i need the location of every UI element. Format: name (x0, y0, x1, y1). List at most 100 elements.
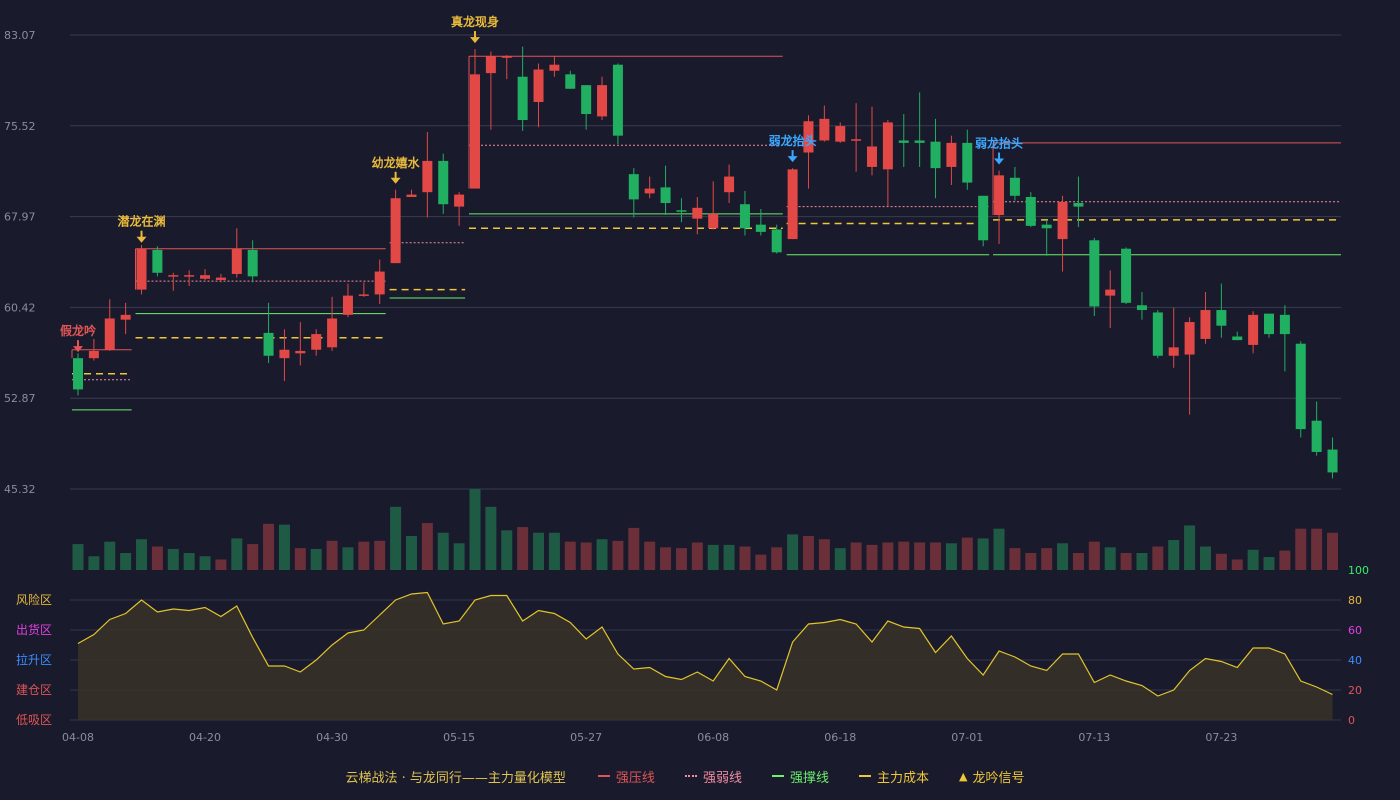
x-tick-label: 07-13 (1078, 731, 1110, 744)
osc-zone-label: 低吸区 (16, 713, 52, 727)
volume-bar (310, 548, 322, 570)
candle-body (676, 210, 687, 212)
volume-bar (1072, 552, 1084, 570)
x-tick-label: 07-01 (951, 731, 983, 744)
candle-body (946, 142, 957, 167)
volume-bar (1231, 559, 1243, 570)
candle-body (755, 224, 766, 232)
candle-body (962, 142, 973, 183)
volume-bar (1041, 548, 1053, 570)
volume-bar (1311, 528, 1323, 570)
volume-bar (104, 541, 116, 570)
volume-bar (787, 534, 799, 570)
candle-body (73, 358, 83, 390)
volume-bar (374, 540, 386, 570)
candle-body (501, 56, 512, 58)
candle-body (200, 275, 211, 279)
candle-body (644, 188, 655, 194)
volume-bar (1025, 552, 1037, 570)
candle-body (1121, 248, 1132, 303)
volume-bar (120, 552, 132, 570)
volume-bar (580, 542, 592, 570)
osc-tick-label: 20 (1348, 684, 1362, 697)
candle-body (184, 275, 195, 277)
candle-body (358, 294, 369, 296)
x-tick-label: 06-18 (824, 731, 856, 744)
x-tick-label: 05-27 (570, 731, 602, 744)
osc-zone-label: 风险区 (16, 592, 52, 607)
volume-bar (167, 548, 179, 570)
volume-bar (263, 523, 275, 570)
volume-bar (707, 544, 719, 570)
volume-bar (533, 532, 545, 570)
candle-body (1200, 310, 1211, 339)
candle-body (978, 195, 989, 241)
volume-bar (469, 489, 481, 570)
osc-tick-label: 100 (1348, 564, 1369, 577)
legend-item-strength[interactable]: 强弱线 (684, 767, 742, 786)
candle-body (1009, 177, 1020, 196)
candle-body (819, 118, 830, 141)
candle-body (247, 249, 258, 277)
volume-bar (1104, 547, 1116, 570)
volume-bar (930, 542, 942, 570)
volume-bar (421, 523, 433, 570)
volume-bar (405, 535, 417, 570)
legend-title: 云梯战法 · 与龙同行——主力量化模型 (345, 770, 566, 786)
legend-item-support[interactable]: 强撑线 (771, 767, 829, 786)
candle-body (787, 169, 798, 240)
candle-body (867, 146, 877, 167)
candle-body (136, 248, 147, 290)
candle-body (470, 74, 480, 189)
volume-bar (358, 541, 370, 570)
support-swatch (771, 775, 784, 777)
volume-bar (1184, 525, 1196, 570)
candle-body (517, 76, 528, 121)
candle-body (708, 213, 719, 229)
candle-body (1168, 347, 1179, 356)
volume-bar (88, 556, 100, 570)
volume-bar (390, 506, 402, 570)
signal-label: 幼龙嬉水 (372, 155, 421, 170)
candle-body (454, 194, 465, 207)
volume-bar (739, 546, 751, 570)
candle-body (1057, 201, 1068, 240)
osc-tick-label: 40 (1348, 654, 1362, 667)
volume-bar (247, 544, 259, 570)
volume-bar (231, 538, 243, 570)
candle-body (1073, 203, 1084, 207)
volume-bar (993, 528, 1005, 570)
osc-tick-label: 0 (1348, 714, 1355, 727)
volume-bar (961, 537, 973, 570)
candle-body (597, 85, 608, 117)
candle-body (1025, 196, 1036, 226)
candle-body (914, 140, 925, 143)
legend-item-cost[interactable]: 主力成本 (858, 767, 929, 786)
candle-body (1152, 312, 1163, 356)
x-tick-label: 04-08 (62, 731, 94, 744)
legend-item-strong-pressure[interactable]: 强压线 (597, 767, 655, 786)
legend-label: 龙吟信号 (972, 770, 1025, 786)
legend-label: 强压线 (615, 770, 655, 786)
volume-bar (199, 556, 211, 570)
volume-bar (294, 548, 306, 570)
candle-body (263, 332, 274, 356)
volume-bar (771, 547, 783, 570)
candle-body (231, 248, 242, 274)
candle-body (660, 187, 671, 204)
volume-bar (755, 554, 767, 570)
candle-body (803, 121, 814, 153)
legend-item-signal[interactable]: ▲ 龙吟信号 (959, 767, 1024, 786)
osc-zone-label: 拉升区 (16, 652, 52, 667)
volume-bar (898, 541, 910, 570)
candle-body (549, 64, 560, 71)
signal-label: 弱龙抬头 (975, 136, 1023, 151)
candle-body (422, 160, 433, 193)
volume-bar (215, 559, 227, 570)
candle-body (311, 334, 322, 350)
candle-body (739, 204, 750, 229)
volume-bar (1263, 557, 1275, 570)
volume-bar (1295, 528, 1307, 570)
volume-bar (866, 544, 878, 570)
candle-body (1327, 449, 1338, 473)
